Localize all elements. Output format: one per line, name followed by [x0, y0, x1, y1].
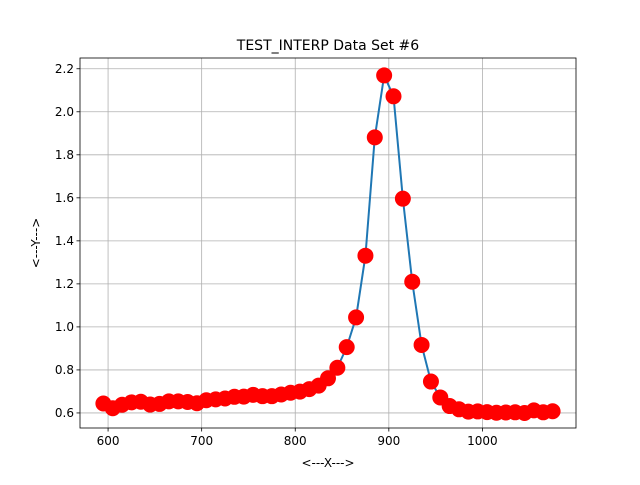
series-layer: [95, 67, 561, 421]
data-point: [413, 336, 430, 353]
x-tick-label: 800: [284, 434, 307, 448]
data-point: [366, 129, 383, 146]
data-point: [329, 359, 346, 376]
x-tick-label: 900: [377, 434, 400, 448]
x-tick-label: 1000: [467, 434, 498, 448]
x-tick-label: 600: [97, 434, 120, 448]
y-tick-label: 1.4: [55, 234, 74, 248]
plot-area: [80, 58, 576, 428]
data-point: [348, 309, 365, 326]
data-point: [422, 373, 439, 390]
data-point: [376, 67, 393, 84]
y-tick-label: 2.0: [55, 105, 74, 119]
y-tick-label: 1.0: [55, 320, 74, 334]
chart-title: TEST_INTERP Data Set #6: [236, 38, 420, 54]
data-point: [385, 88, 402, 105]
data-point: [338, 339, 355, 356]
data-point: [544, 403, 561, 420]
y-tick-label: 1.2: [55, 277, 74, 291]
grid: [80, 58, 576, 428]
y-tick-label: 2.2: [55, 62, 74, 76]
data-point: [357, 247, 374, 264]
data-point: [394, 190, 411, 207]
y-tick-label: 0.6: [55, 406, 74, 420]
y-tick-label: 0.8: [55, 363, 74, 377]
y-tick-label: 1.6: [55, 191, 74, 205]
y-axis-label: <---Y--->: [29, 218, 43, 269]
plot-frame: [79, 57, 577, 429]
x-tick-label: 700: [190, 434, 213, 448]
data-point: [404, 273, 421, 290]
data-point: [320, 370, 336, 387]
x-axis-label: <---X--->: [301, 456, 354, 470]
axis-ticks: 600 700 800 900 1000 0.6 0.8 1.0 1.2 1.4 1.6 1.8 2.0…: [55, 62, 498, 448]
y-tick-label: 1.8: [55, 148, 74, 162]
